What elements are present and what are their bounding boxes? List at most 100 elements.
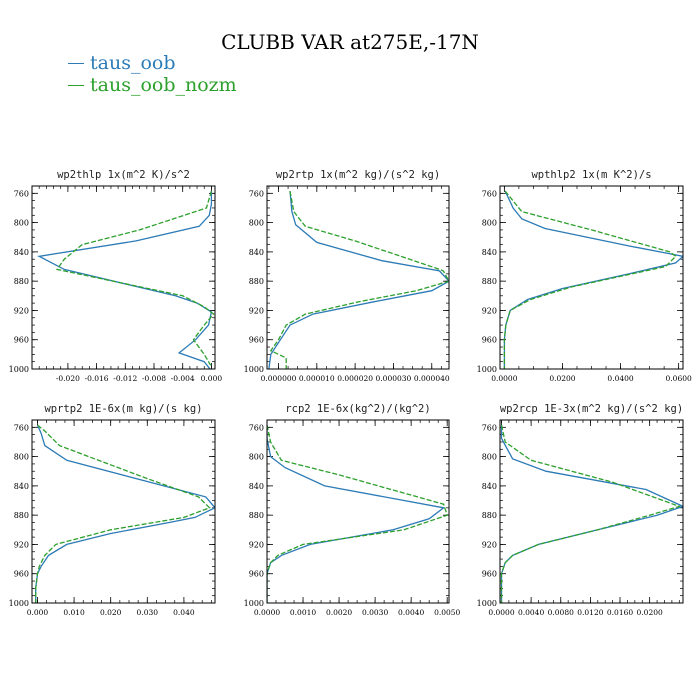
panel-1: wp2thlp 1x(m^2 K)/s^2 760 800 840 880 920 960 1… xyxy=(9,169,223,383)
y-tick-label: 960 xyxy=(14,336,29,345)
y-tick-label: 760 xyxy=(14,423,29,432)
series-line-taus-oob xyxy=(267,425,446,603)
x-tick-label: -0.012 xyxy=(113,374,137,383)
x-tick-label: -0.008 xyxy=(142,374,166,383)
legend-label: taus_oob xyxy=(90,52,176,74)
series-line-taus-oob-nozm xyxy=(503,190,677,369)
legend-line-swatch xyxy=(68,84,84,86)
x-tick-label: 0.000 xyxy=(201,374,223,383)
panel-frame xyxy=(266,419,450,604)
x-tick-label: 0.010 xyxy=(63,608,85,617)
y-tick-label: 800 xyxy=(249,219,264,228)
y-tick-label: 960 xyxy=(14,570,29,579)
panel-title: rcp2 1E-6x(kg^2)/(kg^2) xyxy=(285,403,430,415)
series-line-taus-oob-nozm xyxy=(35,424,211,603)
panel-6: wp2rcp 1E-3x(m^2 kg)/(s^2 kg)760 800 840 88… xyxy=(477,403,684,617)
x-tick-label: 0.040 xyxy=(173,608,195,617)
y-tick-label: 880 xyxy=(14,277,29,286)
x-tick-label: 0.0050 xyxy=(434,608,460,617)
panel-title: wp2rtp 1x(m^2 kg)/(s^2 kg) xyxy=(276,169,440,181)
x-tick-label: 0.0040 xyxy=(518,608,544,617)
y-tick-label: 1000 xyxy=(9,599,29,608)
panel-frame xyxy=(31,419,216,604)
panel-2: wp2rtp 1x(m^2 kg)/(s^2 kg) 760 800 840 880 92… xyxy=(244,169,450,383)
y-tick-label: 1000 xyxy=(244,365,264,374)
x-tick-label: 0.020 xyxy=(100,608,122,617)
series-line-taus-oob-nozm xyxy=(269,190,449,369)
x-tick-label: 0.0000 xyxy=(491,374,517,383)
legend-entry-taus-oob: taus_oob xyxy=(68,52,176,74)
x-tick-label: 0.0000 xyxy=(488,608,514,617)
x-tick-label: 0.030 xyxy=(137,608,159,617)
series-line-taus-oob-nozm xyxy=(267,424,449,603)
series-line-taus-oob xyxy=(37,191,213,369)
y-tick-label: 920 xyxy=(249,306,264,315)
y-tick-label: 920 xyxy=(482,306,497,315)
x-tick-label: 0.0010 xyxy=(290,608,316,617)
x-tick-label: 0.000030 xyxy=(376,374,412,383)
series-line-taus-oob xyxy=(500,425,683,603)
y-tick-label: 840 xyxy=(482,248,497,257)
legend-label: taus_oob_nozm xyxy=(90,74,237,96)
y-tick-label: 800 xyxy=(14,453,29,462)
legend-entry-taus-oob-nozm: taus_oob_nozm xyxy=(68,74,237,96)
x-tick-label: 0.0200 xyxy=(637,608,663,617)
x-tick-label: 0.0080 xyxy=(548,608,574,617)
y-tick-label: 1000 xyxy=(9,365,29,374)
y-tick-label: 760 xyxy=(249,423,264,432)
y-tick-label: 840 xyxy=(249,482,264,491)
y-tick-label: 880 xyxy=(249,277,264,286)
panel-3: wpthlp2 1x(m K^2)/s 760 800 840 880 920 960 100… xyxy=(477,169,692,383)
y-tick-label: 1000 xyxy=(244,599,264,608)
x-tick-label: 0.0400 xyxy=(607,374,633,383)
y-tick-label: 960 xyxy=(482,570,497,579)
panel-title: wpthlp2 1x(m K^2)/s xyxy=(531,169,651,181)
series-line-taus-oob xyxy=(503,190,683,369)
series-line-taus-oob xyxy=(35,424,215,603)
x-tick-label: 0.000000 xyxy=(261,374,297,383)
x-tick-label: 0.000020 xyxy=(337,374,373,383)
y-tick-label: 1000 xyxy=(477,365,497,374)
y-tick-label: 800 xyxy=(249,453,264,462)
panel-title: wp2thlp 1x(m^2 K)/s^2 xyxy=(57,169,190,181)
panel-title: wp2rcp 1E-3x(m^2 kg)/(s^2 kg) xyxy=(500,403,683,415)
x-tick-label: 0.0020 xyxy=(326,608,352,617)
x-tick-label: 0.000 xyxy=(27,608,49,617)
legend-line-swatch xyxy=(68,62,84,64)
y-tick-label: 760 xyxy=(14,189,29,198)
x-tick-label: 0.0200 xyxy=(549,374,575,383)
y-tick-label: 880 xyxy=(14,511,29,520)
panel-frame xyxy=(499,185,684,370)
y-tick-label: 840 xyxy=(249,248,264,257)
x-tick-label: -0.016 xyxy=(85,374,109,383)
y-tick-label: 760 xyxy=(249,189,264,198)
y-tick-label: 880 xyxy=(482,511,497,520)
y-tick-label: 800 xyxy=(482,219,497,228)
panel-frame xyxy=(31,185,216,370)
series-line-taus-oob-nozm xyxy=(55,190,215,366)
y-tick-label: 960 xyxy=(249,336,264,345)
y-tick-label: 880 xyxy=(249,511,264,520)
panel-frame xyxy=(266,185,450,370)
y-tick-label: 920 xyxy=(249,540,264,549)
panel-5: rcp2 1E-6x(kg^2)/(kg^2) 760 800 840 880 920 96… xyxy=(244,403,461,617)
x-tick-label: 0.0000 xyxy=(254,608,280,617)
y-tick-label: 1000 xyxy=(477,599,497,608)
x-tick-label: 0.000040 xyxy=(414,374,450,383)
x-tick-label: -0.004 xyxy=(171,374,195,383)
y-tick-label: 920 xyxy=(482,540,497,549)
y-tick-label: 920 xyxy=(14,306,29,315)
y-tick-label: 840 xyxy=(14,248,29,257)
y-tick-label: 920 xyxy=(14,540,29,549)
y-tick-label: 800 xyxy=(482,453,497,462)
panel-title: wprtp2 1E-6x(m kg)/(s kg) xyxy=(44,403,202,415)
panel-4: wprtp2 1E-6x(m kg)/(s kg) 760 800 840 880 920… xyxy=(9,403,216,617)
series-line-taus-oob-nozm xyxy=(500,424,682,603)
y-tick-label: 760 xyxy=(482,423,497,432)
y-tick-label: 880 xyxy=(482,277,497,286)
x-tick-label: -0.020 xyxy=(56,374,80,383)
panel-frame xyxy=(499,419,684,604)
figure-title: CLUBB VAR at275E,-17N xyxy=(221,30,479,54)
x-tick-label: 0.0120 xyxy=(577,608,603,617)
